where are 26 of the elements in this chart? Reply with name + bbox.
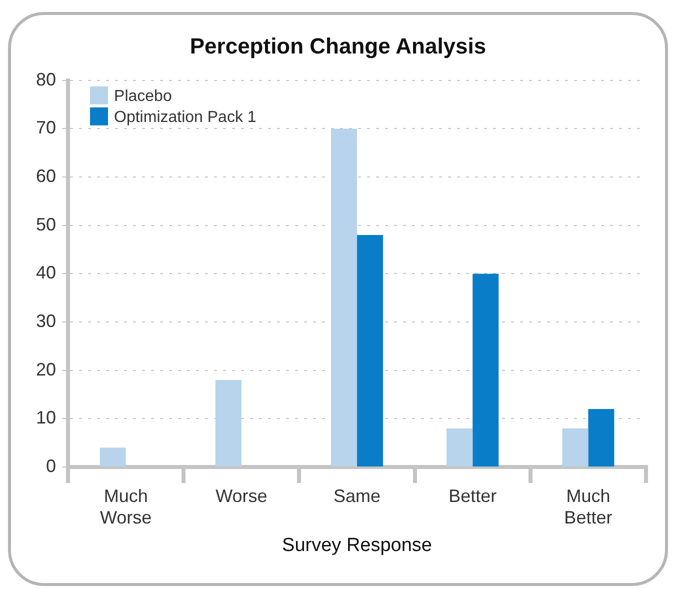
y-tick-label: 70	[36, 118, 56, 138]
y-tick-label: 0	[46, 456, 56, 476]
y-tick-label: 30	[36, 310, 56, 331]
y-tick-label: 20	[36, 359, 56, 380]
x-tick-label: Better	[448, 486, 497, 506]
bar	[446, 428, 473, 466]
legend-label: Placebo	[114, 88, 172, 105]
bar	[100, 448, 126, 466]
bar	[562, 428, 588, 466]
bar	[331, 128, 358, 466]
x-tick-label: Much Better	[564, 486, 612, 528]
bar	[357, 235, 384, 466]
bar	[472, 274, 499, 466]
y-tick-label: 60	[36, 166, 56, 186]
bar	[215, 380, 242, 466]
y-tick-label: 50	[36, 214, 56, 234]
legend-label: Optimization Pack 1	[114, 108, 256, 126]
y-tick-label: 40	[36, 262, 56, 283]
x-axis-title: Survey Response	[282, 534, 432, 556]
y-tick-label: 10	[36, 408, 56, 428]
chart-title: Perception Change Analysis	[190, 33, 486, 58]
bar	[588, 409, 614, 466]
x-tick-label: Worse	[216, 486, 268, 506]
x-tick-label: Much Worse	[100, 486, 152, 528]
x-tick-label: Same	[333, 486, 381, 506]
y-tick-label: 80	[36, 69, 56, 90]
